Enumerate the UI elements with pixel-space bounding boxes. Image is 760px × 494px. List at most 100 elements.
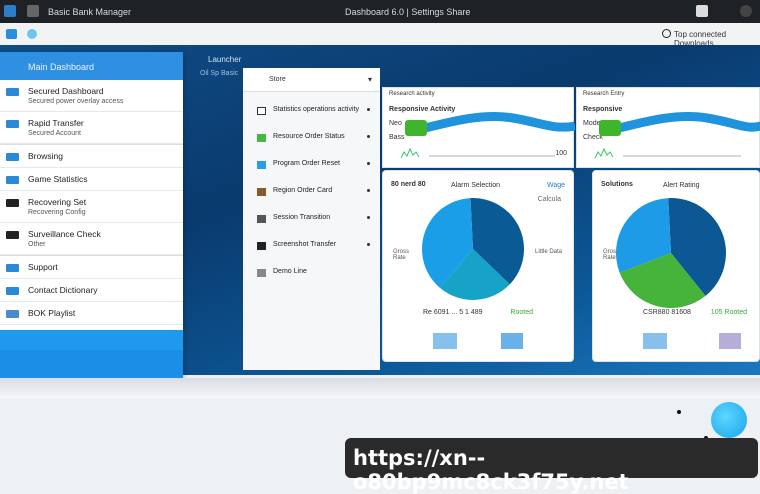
- activity-card: Research Entry Responsive Mode Check: [576, 87, 760, 168]
- thumb-icon[interactable]: [719, 333, 741, 349]
- sidebar-item-label: Rapid Transfer: [28, 118, 84, 128]
- sidebar-item[interactable]: Surveillance Check Other: [0, 223, 183, 255]
- pie-side-label: Little Data: [535, 249, 563, 255]
- toolbar-status: Top connected Downloads: [674, 30, 727, 48]
- sidebar-item[interactable]: Contact Dictionary: [0, 279, 183, 302]
- list-item-label: Session Transition: [273, 214, 331, 221]
- sidebar-header: Main Dashboard: [0, 52, 183, 80]
- sidebar-item-icon: [6, 231, 19, 239]
- window-icon: [257, 215, 266, 223]
- pie-slice[interactable]: [439, 249, 510, 300]
- list-panel: Store ▾ Statistics operations activity Re…: [243, 68, 380, 370]
- sidebar-item-icon: [6, 264, 19, 272]
- blue-square-icon: [257, 161, 266, 169]
- pie-title: Alert Rating: [663, 182, 700, 189]
- green-square-icon: [257, 134, 266, 142]
- folder-icon[interactable]: [6, 29, 17, 39]
- card-title: Research Entry: [583, 91, 625, 97]
- pie-left-title: 80 nerd 80: [391, 181, 426, 188]
- thumb-icon[interactable]: [433, 333, 457, 349]
- pie-slice[interactable]: [619, 253, 706, 308]
- stage-title: Launcher: [208, 55, 242, 64]
- stage-subtitle: Oil Sp Basic: [200, 70, 239, 77]
- assistant-orb-icon[interactable]: [711, 402, 747, 438]
- thumb-icon[interactable]: [501, 333, 523, 349]
- sidebar-item-icon: [6, 153, 19, 161]
- pie-footer: Re 6091 ... 5 1 489: [423, 309, 483, 316]
- pie-slice[interactable]: [668, 198, 726, 296]
- list-item-label: Program Order Reset: [273, 160, 340, 167]
- pie-footer: CSR880 81608: [643, 309, 691, 316]
- list-item[interactable]: Statistics operations activity: [243, 98, 380, 125]
- legend-entry: Wage: [546, 182, 565, 189]
- card-title: Research activity: [389, 91, 435, 97]
- pie-slice[interactable]: [616, 198, 671, 273]
- thumb-icon[interactable]: [643, 333, 667, 349]
- sidebar-item[interactable]: Browsing: [0, 144, 183, 168]
- sidebar-item[interactable]: Game Statistics: [0, 168, 183, 191]
- sidebar-item[interactable]: Recovering Set Recovering Config: [0, 191, 183, 223]
- list-item[interactable]: Demo Line: [243, 260, 380, 287]
- axis-value: 100: [555, 150, 567, 157]
- sidebar-item-label: Contact Dictionary: [28, 285, 98, 295]
- list-item[interactable]: Program Order Reset: [243, 152, 380, 179]
- sidebar-item-label: Recovering Set: [28, 197, 87, 207]
- sidebar-item-label: Surveillance Check: [28, 229, 101, 239]
- list-item[interactable]: Region Order Card: [243, 179, 380, 206]
- sidebar-item[interactable]: Support: [0, 255, 183, 279]
- menu-icon[interactable]: [27, 5, 39, 17]
- pie-card: Solutions Alert Rating Gross Rate CSR880…: [592, 170, 760, 362]
- series-label: Neo: [389, 120, 402, 127]
- wave-chart: [594, 111, 760, 159]
- sidebar-item-label: Support: [28, 262, 58, 272]
- s-icon: [257, 107, 266, 115]
- more-icon[interactable]: [367, 162, 370, 165]
- green-marker: [405, 120, 427, 136]
- globe-icon[interactable]: [27, 29, 37, 39]
- window-title: Basic Bank Manager: [48, 7, 132, 17]
- pie-side-label: Gross Rate: [603, 249, 620, 261]
- list-item[interactable]: Screenshot Transfer: [243, 233, 380, 260]
- pie-left-title: Solutions: [601, 181, 633, 188]
- sidebar-item-sub: Secured power overlay access: [28, 98, 124, 105]
- series-label: Check: [583, 134, 603, 141]
- more-icon[interactable]: [367, 243, 370, 246]
- list-item-label: Resource Order Status: [273, 133, 345, 140]
- list-item-label: Demo Line: [273, 268, 307, 275]
- pie-slice[interactable]: [422, 198, 473, 288]
- sidebar-item[interactable]: Rapid Transfer Secured Account: [0, 112, 183, 144]
- sidebar-item-label: Secured Dashboard: [28, 86, 104, 96]
- minimize-button[interactable]: [696, 5, 708, 17]
- green-marker: [599, 120, 621, 136]
- sidebar-selected-row[interactable]: [0, 350, 183, 378]
- pie-footer-status: 105 Rooted: [710, 309, 747, 316]
- sidebar-item[interactable]: BOK Playlist: [0, 302, 183, 325]
- more-icon[interactable]: [367, 135, 370, 138]
- series-label: Mode: [583, 120, 601, 127]
- close-button[interactable]: [740, 5, 752, 17]
- chevron-down-icon[interactable]: ▾: [367, 75, 372, 84]
- toolbar: Top connected Downloads: [0, 23, 760, 48]
- legend-entry: Calcula: [537, 196, 561, 203]
- list-panel-header: Store ▾: [243, 68, 380, 92]
- window-bottom-edge: [0, 378, 760, 398]
- app-icon: [4, 5, 16, 17]
- line-label: Responsive Activity: [389, 106, 456, 113]
- more-icon[interactable]: [367, 189, 370, 192]
- sidebar-item[interactable]: Secured Dashboard Secured power overlay a…: [0, 80, 183, 112]
- pie-side-label: Gross Rate: [393, 249, 410, 261]
- pie-slice[interactable]: [470, 198, 524, 285]
- sidebar-item-sub: Recovering Config: [28, 209, 86, 216]
- wave-line: [605, 111, 760, 136]
- activity-card: Research activity Responsive Activity Ne…: [382, 87, 575, 168]
- sidebar-item-label: Game Statistics: [28, 174, 88, 184]
- sidebar-selected-row[interactable]: [0, 330, 183, 350]
- sparkline: [594, 147, 614, 159]
- more-icon[interactable]: [367, 108, 370, 111]
- list-item[interactable]: Resource Order Status: [243, 125, 380, 152]
- more-icon[interactable]: [367, 216, 370, 219]
- window-title-center: Dashboard 6.0 | Settings Share: [345, 7, 471, 17]
- series-label: Bass: [389, 134, 405, 141]
- pie-chart: [616, 198, 726, 308]
- list-item[interactable]: Session Transition: [243, 206, 380, 233]
